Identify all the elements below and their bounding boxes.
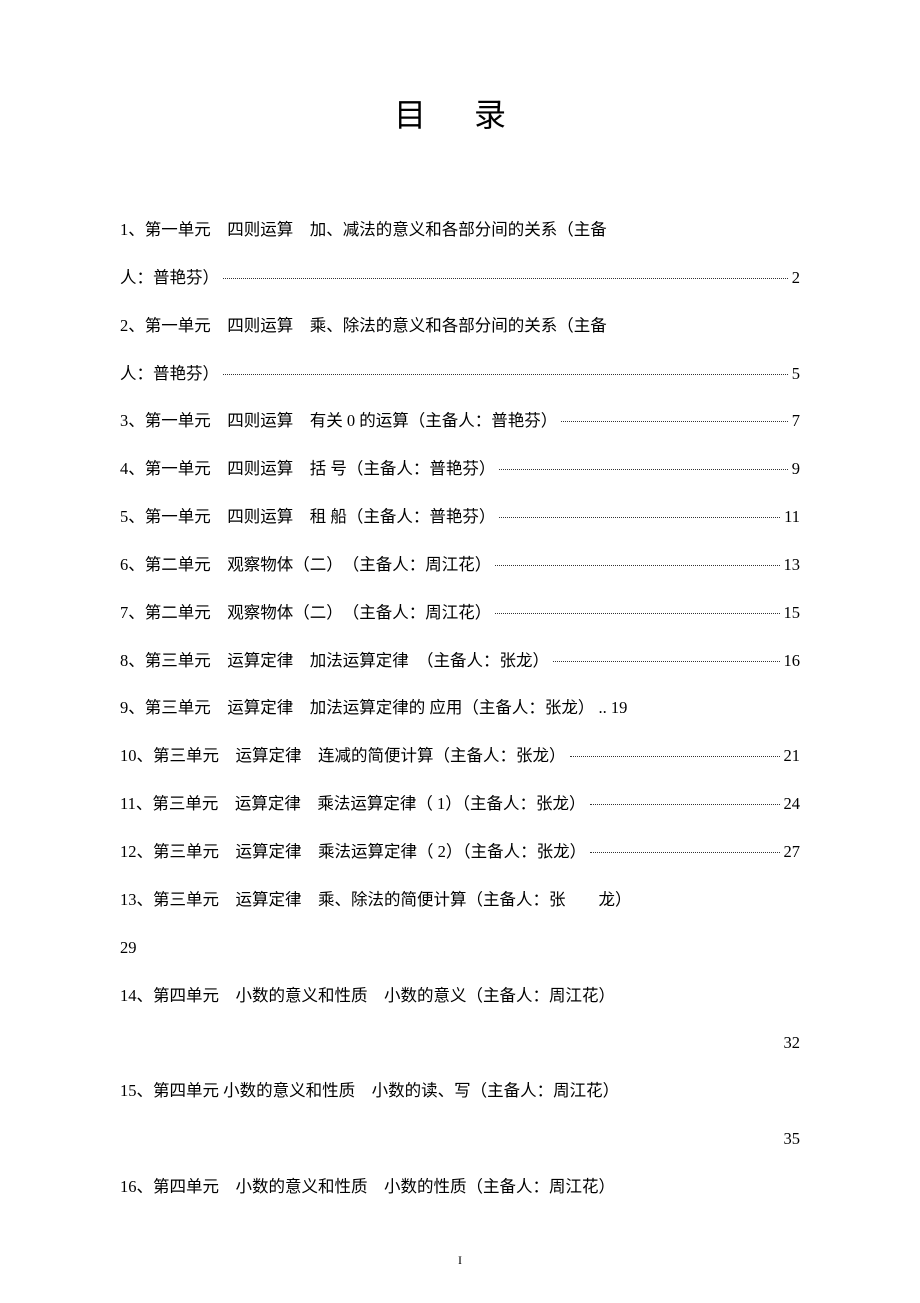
toc-leader — [590, 852, 779, 853]
toc-entry: 8、第三单元 运算定律 加法运算定律 （主备人：张龙） 16 — [120, 637, 800, 685]
toc-entry: 2、第一单元 四则运算 乘、除法的意义和各部分间的关系（主备 人：普艳芬） 5 — [120, 302, 800, 398]
toc-text-line1: 14、第四单元 小数的意义和性质 小数的意义（主备人：周江花） — [120, 972, 800, 1020]
toc-leader — [499, 469, 787, 470]
toc-text: 10、第三单元 运算定律 连减的简便计算（主备人：张龙） — [120, 732, 566, 780]
toc-entry: 14、第四单元 小数的意义和性质 小数的意义（主备人：周江花） 32 — [120, 972, 800, 1068]
page-footer: I — [458, 1253, 462, 1268]
toc-text: 12、第三单元 运算定律 乘法运算定律（ 2）（主备人：张龙） — [120, 828, 586, 876]
toc-entry: 6、第二单元 观察物体（二） （主备人：周江花） 13 — [120, 541, 800, 589]
toc-page-number: 13 — [784, 541, 801, 589]
toc-leader — [561, 421, 788, 422]
toc-text-line2: 人：普艳芬） — [120, 350, 219, 398]
document-title: 目 录 — [120, 90, 800, 136]
toc-text-line1: 1、第一单元 四则运算 加、减法的意义和各部分间的关系（主备 — [120, 206, 800, 254]
toc-leader — [122, 1032, 782, 1049]
toc-page-number: 32 — [784, 1019, 801, 1067]
toc-page-number: 35 — [784, 1115, 801, 1163]
table-of-contents: 1、第一单元 四则运算 加、减法的意义和各部分间的关系（主备 人：普艳芬） 2 … — [120, 206, 800, 1211]
toc-text: 4、第一单元 四则运算 括 号（主备人：普艳芬） — [120, 445, 495, 493]
toc-entry: 1、第一单元 四则运算 加、减法的意义和各部分间的关系（主备 人：普艳芬） 2 — [120, 206, 800, 302]
toc-text-line1: 13、第三单元 运算定律 乘、除法的简便计算（主备人：张 龙） — [120, 876, 800, 924]
toc-entry: 4、第一单元 四则运算 括 号（主备人：普艳芬） 9 — [120, 445, 800, 493]
toc-text: 8、第三单元 运算定律 加法运算定律 （主备人：张龙） — [120, 637, 549, 685]
toc-leader — [495, 565, 779, 566]
toc-text-line2: 人：普艳芬） — [120, 254, 219, 302]
toc-text: 11、第三单元 运算定律 乘法运算定律（ 1）（主备人：张龙） — [120, 780, 586, 828]
toc-page-number: 21 — [784, 732, 801, 780]
toc-page-number: 16 — [784, 637, 801, 685]
toc-page-number: 15 — [784, 589, 801, 637]
toc-entry: 12、第三单元 运算定律 乘法运算定律（ 2）（主备人：张龙） 27 — [120, 828, 800, 876]
toc-text: 5、第一单元 四则运算 租 船（主备人：普艳芬） — [120, 493, 495, 541]
toc-page-number: 29 — [120, 924, 800, 972]
toc-page-number: 24 — [784, 780, 801, 828]
toc-text-line1: 2、第一单元 四则运算 乘、除法的意义和各部分间的关系（主备 — [120, 302, 800, 350]
toc-leader — [223, 374, 788, 375]
toc-leader — [499, 517, 780, 518]
toc-leader — [570, 756, 780, 757]
toc-entry: 3、第一单元 四则运算 有关 0 的运算（主备人：普艳芬） 7 — [120, 397, 800, 445]
toc-page-number: 11 — [784, 493, 800, 541]
toc-page-number: 5 — [792, 350, 800, 398]
toc-leader — [590, 804, 780, 805]
toc-text-line1: 15、第四单元 小数的意义和性质 小数的读、写（主备人：周江花） — [120, 1067, 800, 1115]
toc-entry: 10、第三单元 运算定律 连减的简便计算（主备人：张龙） 21 — [120, 732, 800, 780]
toc-entry: 7、第二单元 观察物体（二） （主备人：周江花） 15 — [120, 589, 800, 637]
toc-entry: 16、第四单元 小数的意义和性质 小数的性质（主备人：周江花） — [120, 1163, 800, 1211]
toc-text: 9、第三单元 运算定律 加法运算定律的 应用（主备人：张龙） .. 19 — [120, 698, 627, 717]
toc-leader — [223, 278, 788, 279]
toc-leader — [122, 1128, 782, 1145]
toc-text: 6、第二单元 观察物体（二） （主备人：周江花） — [120, 541, 491, 589]
toc-entry: 5、第一单元 四则运算 租 船（主备人：普艳芬） 11 — [120, 493, 800, 541]
toc-page-number: 27 — [784, 828, 801, 876]
toc-page-number: 9 — [792, 445, 800, 493]
toc-entry: 15、第四单元 小数的意义和性质 小数的读、写（主备人：周江花） 35 — [120, 1067, 800, 1163]
toc-entry: 11、第三单元 运算定律 乘法运算定律（ 1）（主备人：张龙） 24 — [120, 780, 800, 828]
toc-leader — [495, 613, 779, 614]
toc-entry: 9、第三单元 运算定律 加法运算定律的 应用（主备人：张龙） .. 19 — [120, 684, 800, 732]
toc-text: 3、第一单元 四则运算 有关 0 的运算（主备人：普艳芬） — [120, 397, 557, 445]
toc-leader — [553, 661, 780, 662]
toc-page-number: 7 — [792, 397, 800, 445]
toc-text: 7、第二单元 观察物体（二） （主备人：周江花） — [120, 589, 491, 637]
toc-entry: 13、第三单元 运算定律 乘、除法的简便计算（主备人：张 龙） 29 — [120, 876, 800, 972]
toc-text: 16、第四单元 小数的意义和性质 小数的性质（主备人：周江花） — [120, 1177, 615, 1196]
toc-page-number: 2 — [792, 254, 800, 302]
